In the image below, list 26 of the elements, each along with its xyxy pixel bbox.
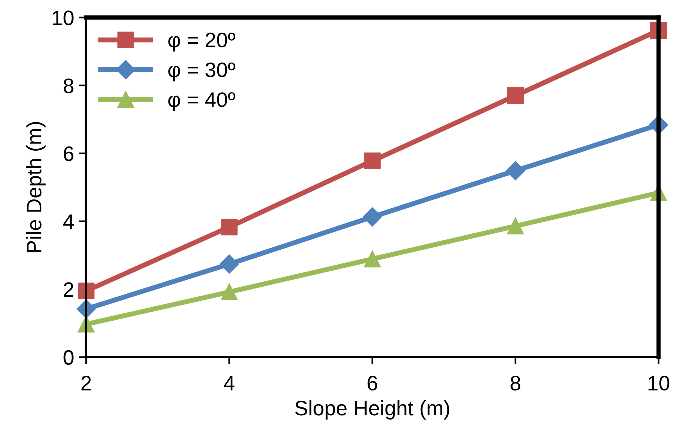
point — [220, 254, 240, 274]
x-tick-label: 6 — [368, 376, 378, 391]
point — [363, 208, 382, 227]
y-axis-title: Pile Depth (m) — [26, 122, 46, 252]
legend-label: φ = 20º — [168, 32, 236, 52]
point — [507, 218, 524, 235]
point — [507, 88, 524, 104]
x-tick-label: 2 — [82, 376, 92, 391]
point — [221, 218, 238, 236]
point — [78, 282, 95, 300]
point — [364, 250, 381, 268]
y-tick-label: 4 — [63, 214, 74, 230]
y-tick-label: 8 — [64, 78, 74, 94]
legend-label: φ = 30º — [168, 62, 236, 82]
x-tick-label: 10 — [648, 376, 670, 391]
y-tick-label: 0 — [64, 350, 74, 366]
x-tick-label: 4 — [224, 376, 235, 391]
point — [221, 284, 238, 301]
y-tick-label: 2 — [64, 282, 74, 298]
y-tick-label: 6 — [64, 146, 74, 162]
y-tick-label: 10 — [53, 10, 74, 26]
point — [506, 161, 526, 180]
x-tick-label: 8 — [510, 376, 521, 391]
point — [364, 152, 381, 170]
x-axis-title: Slope Height (m) — [295, 400, 450, 420]
legend-label: φ = 40º — [168, 92, 236, 112]
